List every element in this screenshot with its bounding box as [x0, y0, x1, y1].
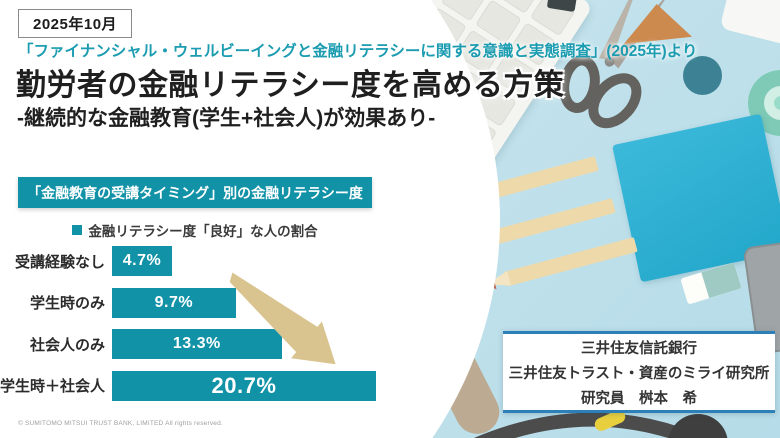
bar-category-label: 学生時のみ	[29, 295, 105, 312]
chart-row: 学生時のみ 9.7%	[0, 287, 420, 318]
chart-row: 社会人のみ 13.3%	[0, 329, 420, 359]
teal-circle-icon	[683, 56, 722, 95]
chart-title: 「金融教育の受講タイミング」別の金融リテラシー度	[18, 177, 372, 208]
chart-legend: 金融リテラシー度「良好」な人の割合	[18, 220, 372, 240]
white-page-area	[0, 0, 500, 438]
chart-bars: 受講経験なし 4.7% 学生時のみ 9.7% 社会人のみ 13.3% 学生時＋社会人 20.7…	[0, 246, 420, 412]
chart-row: 学生時＋社会人 20.7%	[0, 370, 420, 401]
copyright-notice: © SUMITOMO MITSUI TRUST BANK, LIMITED Al…	[18, 420, 223, 427]
bar: 4.7%	[112, 246, 172, 276]
bar-category-label: 受講経験なし	[14, 253, 105, 271]
date-badge: 2025年10月	[18, 9, 133, 38]
bar: 13.3%	[112, 329, 282, 359]
chart-row: 受講経験なし 4.7%	[0, 246, 420, 276]
researcher-name: 研究員 桝本 希	[581, 390, 697, 407]
bar-value-label: 13.3%	[172, 335, 221, 352]
legend-label: 金融リテラシー度「良好」な人の割合	[88, 224, 318, 239]
bar-value-label: 4.7%	[122, 252, 162, 269]
bar: 9.7%	[112, 287, 236, 318]
headphones-icon	[474, 412, 728, 438]
bar: 20.7%	[112, 370, 376, 401]
trend-arrow-icon	[229, 272, 336, 365]
bar-value-label: 9.7%	[154, 293, 194, 311]
publisher-info-box: 三井住友信託銀行 三井住友トラスト・資産のミライ研究所 研究員 桝本 希	[503, 331, 775, 413]
bar-category-label: 学生時＋社会人	[0, 378, 106, 395]
page-subtitle: -継続的な金融教育(学生+社会人)が効果あり-	[17, 107, 436, 130]
page-title: 勤労者の金融リテラシー度を高める方策	[16, 69, 565, 102]
bar-category-label: 社会人のみ	[29, 336, 105, 354]
company-name: 三井住友信託銀行	[581, 340, 697, 357]
bar-value-label: 20.7%	[211, 372, 277, 398]
institute-name: 三井住友トラスト・資産のミライ研究所	[508, 365, 770, 382]
survey-source-line: 「ファイナンシャル・ウェルビーイングと金融リテラシーに関する意識と実態調査」(2…	[18, 43, 698, 60]
legend-swatch-icon	[72, 225, 83, 235]
